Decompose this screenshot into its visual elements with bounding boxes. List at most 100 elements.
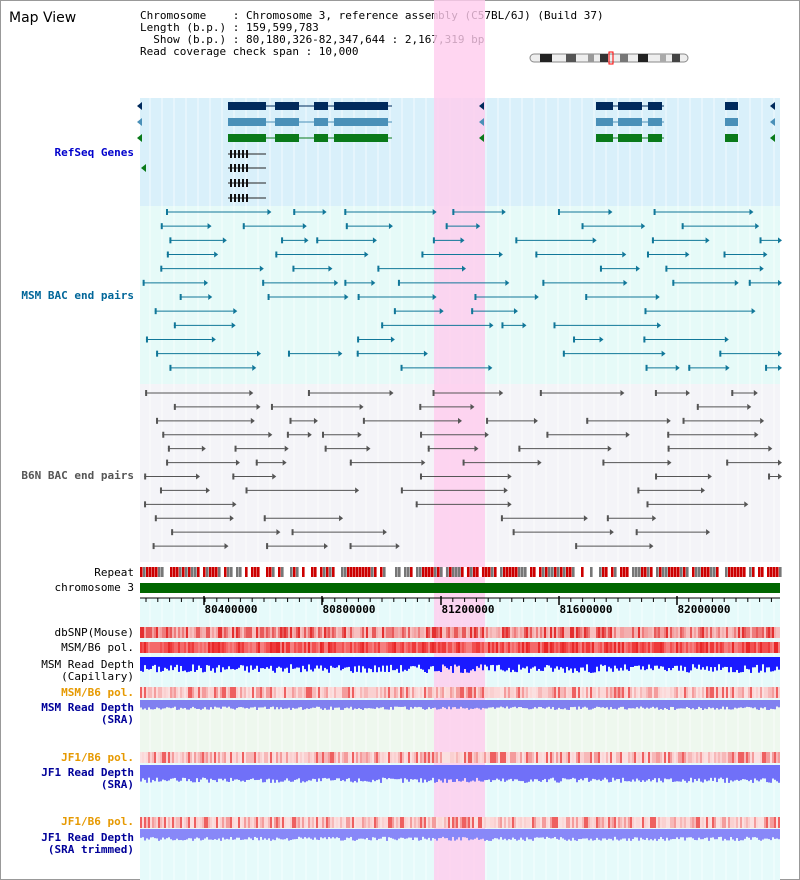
- depth-bar: [604, 700, 606, 709]
- depth-bar: [324, 829, 326, 838]
- depth-bar: [308, 829, 310, 838]
- heatmap-cell: [768, 627, 770, 638]
- heatmap-cell: [358, 687, 360, 698]
- chromosome-ideogram[interactable]: [529, 51, 689, 65]
- depth-bar: [202, 829, 204, 840]
- heatmap-cell: [602, 817, 604, 828]
- heatmap-cell: [330, 817, 332, 828]
- heatmap-cell: [508, 627, 510, 638]
- depth-bar: [492, 657, 494, 665]
- refseq-label[interactable]: RefSeq Genes: [55, 146, 134, 159]
- depth-bar: [200, 700, 202, 710]
- depth-bar: [678, 765, 680, 782]
- heatmap-cell: [380, 687, 382, 698]
- heatmap-cell: [426, 752, 428, 763]
- depth-bar: [758, 700, 760, 710]
- depth-bar: [622, 765, 624, 778]
- depth-bar: [264, 657, 266, 669]
- depth-bar: [748, 829, 750, 838]
- msm-bac-glyphs[interactable]: [142, 209, 782, 371]
- jf1-read-depth-sra-label-2: (SRA): [101, 778, 134, 791]
- heatmap-cell: [464, 687, 466, 698]
- heatmap-cell: [230, 687, 232, 698]
- heatmap-cell: [756, 642, 758, 653]
- heatmap-cell: [640, 817, 642, 828]
- depth-bar: [620, 829, 622, 840]
- heatmap-cell: [396, 642, 398, 653]
- heatmap-cell: [596, 642, 598, 653]
- heatmap-cell: [646, 642, 648, 653]
- heatmap-cell: [398, 627, 400, 638]
- heatmap-cell: [456, 817, 458, 828]
- depth-bar: [484, 765, 486, 781]
- heatmap-cell: [644, 752, 646, 763]
- heatmap-cell: [714, 752, 716, 763]
- b6n-bac-label[interactable]: B6N BAC end pairs: [21, 469, 134, 482]
- gene-arrow: [137, 102, 142, 110]
- heatmap-cell: [480, 687, 482, 698]
- depth-bar: [334, 657, 336, 668]
- heatmap-cell: [656, 642, 658, 653]
- heatmap-cell: [260, 642, 262, 653]
- heatmap-cell: [292, 817, 294, 828]
- depth-bar: [706, 765, 708, 782]
- heatmap-cell: [694, 752, 696, 763]
- highlight-region[interactable]: [434, 0, 485, 880]
- heatmap-cell: [634, 627, 636, 638]
- heatmap-cell: [530, 687, 532, 698]
- heatmap-cell: [760, 627, 762, 638]
- heatmap-cell: [176, 817, 178, 828]
- depth-bar: [548, 700, 550, 707]
- depth-bar: [278, 765, 280, 783]
- refseq-genes-glyphs[interactable]: [137, 102, 775, 202]
- depth-bar: [158, 700, 160, 709]
- bac-end: [768, 473, 771, 480]
- depth-bar: [648, 657, 650, 665]
- heatmap-cell: [170, 817, 172, 828]
- heatmap-cell: [662, 642, 664, 653]
- chromosome-bar[interactable]: [140, 583, 780, 593]
- bac-end: [169, 364, 172, 371]
- depth-bar: [706, 657, 708, 667]
- heatmap-cell: [716, 752, 718, 763]
- depth-bar: [742, 657, 744, 673]
- heatmap-cell: [244, 627, 246, 638]
- heatmap-cell: [380, 627, 382, 638]
- depth-bar: [304, 657, 306, 670]
- depth-bar: [642, 765, 644, 781]
- heatmap-cell: [486, 642, 488, 653]
- bac-end: [390, 336, 395, 343]
- heatmap-cell: [760, 817, 762, 828]
- heatmap-cell: [300, 627, 302, 638]
- depth-bar: [424, 700, 426, 710]
- repeat-block: [506, 567, 509, 577]
- bac-end: [457, 417, 462, 424]
- heatmap-cell: [316, 752, 318, 763]
- heatmap-cell: [446, 627, 448, 638]
- depth-tracks[interactable]: [140, 657, 780, 841]
- depth-bar: [228, 765, 230, 783]
- heatmap-cell: [236, 752, 238, 763]
- depth-bar: [452, 700, 454, 708]
- repeat-block: [614, 567, 617, 577]
- depth-bar: [518, 765, 520, 781]
- heatmap-cell: [686, 752, 688, 763]
- depth-bar: [712, 700, 714, 708]
- depth-bar: [594, 657, 596, 673]
- heatmap-tracks[interactable]: [140, 627, 780, 828]
- depth-bar: [182, 657, 184, 672]
- heatmap-cell: [154, 642, 156, 653]
- heatmap-cell: [430, 642, 432, 653]
- b6n-bac-glyphs[interactable]: [144, 390, 782, 550]
- depth-bar: [602, 657, 604, 666]
- heatmap-cell: [192, 752, 194, 763]
- msm-bac-label[interactable]: MSM BAC end pairs: [21, 289, 134, 302]
- bac-end: [725, 364, 730, 371]
- depth-bar: [538, 765, 540, 782]
- repeat-block: [677, 567, 680, 577]
- depth-bar: [530, 700, 532, 710]
- depth-bar: [284, 657, 286, 669]
- repeat-track[interactable]: [140, 567, 782, 577]
- heatmap-cell: [310, 817, 312, 828]
